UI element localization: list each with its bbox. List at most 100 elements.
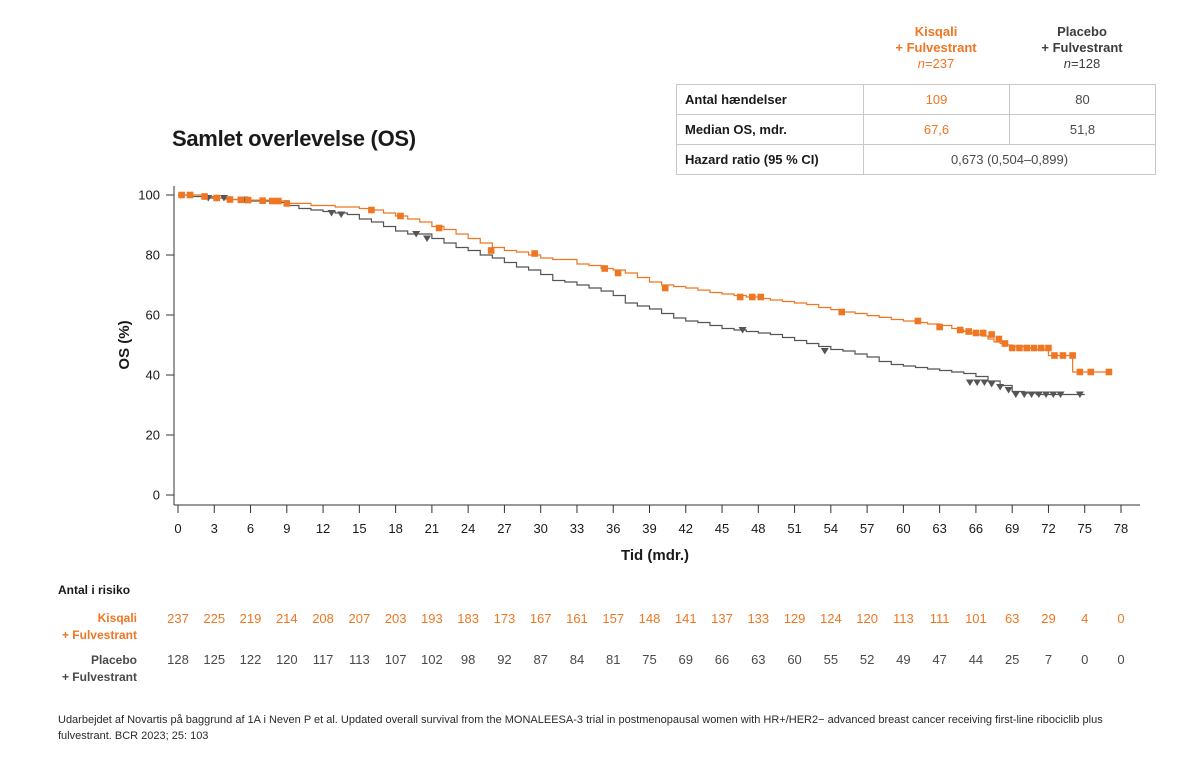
risk-number-kisqali: 193 (421, 611, 443, 626)
risk-number-placebo: 7 (1044, 652, 1053, 667)
y-tick-label: 100 (138, 188, 160, 203)
placebo-header-line2: + Fulvestrant (1041, 40, 1123, 55)
risk-number-kisqali: 0 (1117, 611, 1125, 626)
x-tick-label: 42 (679, 521, 693, 536)
placebo-censor-marker (1056, 391, 1065, 398)
x-tick-label: 72 (1041, 521, 1055, 536)
x-tick-label: 63 (932, 521, 946, 536)
placebo-header-line1: Placebo (1057, 24, 1107, 39)
kisqali-header-line1: Kisqali (914, 24, 958, 39)
x-tick-label: 30 (533, 521, 547, 536)
risk-number-placebo: 60 (787, 652, 802, 667)
kisqali-censor-marker (1023, 344, 1030, 352)
hazard-ratio-value: 0,673 (0,504–0,899) (863, 144, 1156, 175)
placebo-censor-marker (980, 379, 989, 386)
placebo-censor-marker (219, 195, 228, 202)
x-tick-label: 24 (461, 521, 475, 536)
risk-number-kisqali: 207 (348, 611, 371, 626)
x-tick-label: 75 (1077, 521, 1091, 536)
kisqali-censor-marker (487, 247, 495, 254)
kisqali-censor-marker (213, 194, 220, 202)
risk-number-placebo: 0 (1117, 652, 1125, 667)
kisqali-censor-marker (936, 323, 943, 331)
y-tick-label: 80 (146, 248, 160, 263)
risk-number-kisqali: 173 (493, 611, 516, 626)
kisqali-censor-marker (995, 335, 1003, 343)
placebo-censor-marker (973, 379, 982, 386)
risk-number-placebo: 98 (460, 652, 476, 667)
kisqali-censor-marker (1001, 340, 1009, 347)
placebo-censor-marker (1049, 391, 1058, 398)
placebo-censor-marker (965, 379, 974, 386)
risk-number-kisqali: 133 (747, 611, 770, 626)
table-row: Hazard ratio (95 % CI) 0,673 (0,504–0,89… (676, 144, 1156, 175)
placebo-censor-marker (996, 384, 1005, 391)
risk-number-kisqali: 141 (674, 611, 697, 626)
kisqali-value: 109 (863, 84, 1010, 115)
placebo-censor-marker (412, 231, 421, 238)
risk-number-placebo: 52 (859, 652, 875, 667)
kisqali-censor-marker (965, 328, 972, 335)
kisqali-censor-marker (435, 224, 443, 232)
placebo-censor-marker (337, 211, 346, 218)
kisqali-censor-marker (979, 329, 987, 337)
risk-table-title: Antal i risiko (58, 583, 131, 597)
placebo-censor-marker (1075, 391, 1084, 398)
risk-number-kisqali: 161 (566, 611, 588, 626)
kisqali-header-line2: + Fulvestrant (895, 40, 977, 55)
x-tick-label: 0 (174, 521, 181, 536)
kisqali-censor-marker (178, 191, 185, 199)
placebo-censor-marker (1020, 391, 1029, 398)
x-tick-label: 69 (1005, 521, 1019, 536)
placebo-censor-marker (1004, 387, 1013, 394)
x-tick-label: 33 (570, 521, 584, 536)
footnote: Udarbejdet af Novartis på baggrund af 1A… (58, 714, 1103, 742)
x-tick-label: 15 (352, 521, 366, 536)
kisqali-censor-marker (736, 293, 744, 301)
kisqali-n: n=237 (917, 56, 955, 71)
x-tick-label: 3 (211, 521, 218, 536)
kisqali-censor-marker (914, 317, 922, 325)
x-tick-label: 39 (642, 521, 656, 536)
risk-number-placebo: 75 (642, 652, 657, 667)
kisqali-censor-marker (1105, 368, 1113, 376)
x-tick-label: 9 (283, 521, 290, 536)
x-tick-label: 66 (969, 521, 983, 536)
chart-title: Samlet overlevelse (OS) (172, 126, 416, 151)
x-tick-label: 78 (1114, 521, 1128, 536)
risk-number-placebo: 49 (896, 652, 911, 667)
risk-number-placebo: 113 (348, 652, 370, 667)
kisqali-censor-marker (283, 200, 291, 207)
risk-number-kisqali: 167 (529, 611, 552, 626)
risk-number-kisqali: 129 (783, 611, 806, 626)
risk-label-placebo: Placebo + Fulvestrant (61, 653, 137, 684)
kisqali-censor-marker (531, 250, 538, 257)
placebo-column-header: Placebo + Fulvestrant n=128 (1009, 24, 1155, 72)
risk-number-placebo: 128 (167, 652, 189, 667)
kisqali-censor-marker (244, 196, 252, 204)
kisqali-censor-marker (661, 284, 669, 292)
risk-number-kisqali: 63 (1004, 611, 1020, 626)
kisqali-censor-marker (1087, 368, 1095, 376)
risk-number-kisqali: 111 (929, 611, 950, 626)
placebo-censor-marker (1042, 391, 1051, 398)
x-tick-label: 54 (824, 521, 838, 536)
risk-number-placebo: 92 (497, 652, 512, 667)
kisqali-censor-marker (275, 197, 282, 205)
table-row: Antal hændelser 109 80 (676, 84, 1156, 115)
risk-number-kisqali: 214 (275, 611, 298, 626)
kisqali-censor-marker (1051, 352, 1058, 359)
risk-number-kisqali: 120 (856, 611, 878, 626)
risk-number-placebo: 102 (421, 652, 443, 667)
kisqali-censor-marker (1059, 352, 1067, 359)
table-row: Median OS, mdr. 67,6 51,8 (676, 114, 1156, 145)
x-tick-label: 27 (497, 521, 511, 536)
x-axis-label: Tid (mdr.) (621, 547, 689, 564)
kisqali-censor-marker (838, 308, 846, 316)
placebo-value: 51,8 (1009, 114, 1156, 145)
risk-number-kisqali: 237 (167, 611, 189, 626)
kisqali-censor-marker (1076, 368, 1084, 376)
hazard-ratio-label: Hazard ratio (95 % CI) (676, 144, 864, 175)
x-tick-label: 21 (425, 521, 439, 536)
